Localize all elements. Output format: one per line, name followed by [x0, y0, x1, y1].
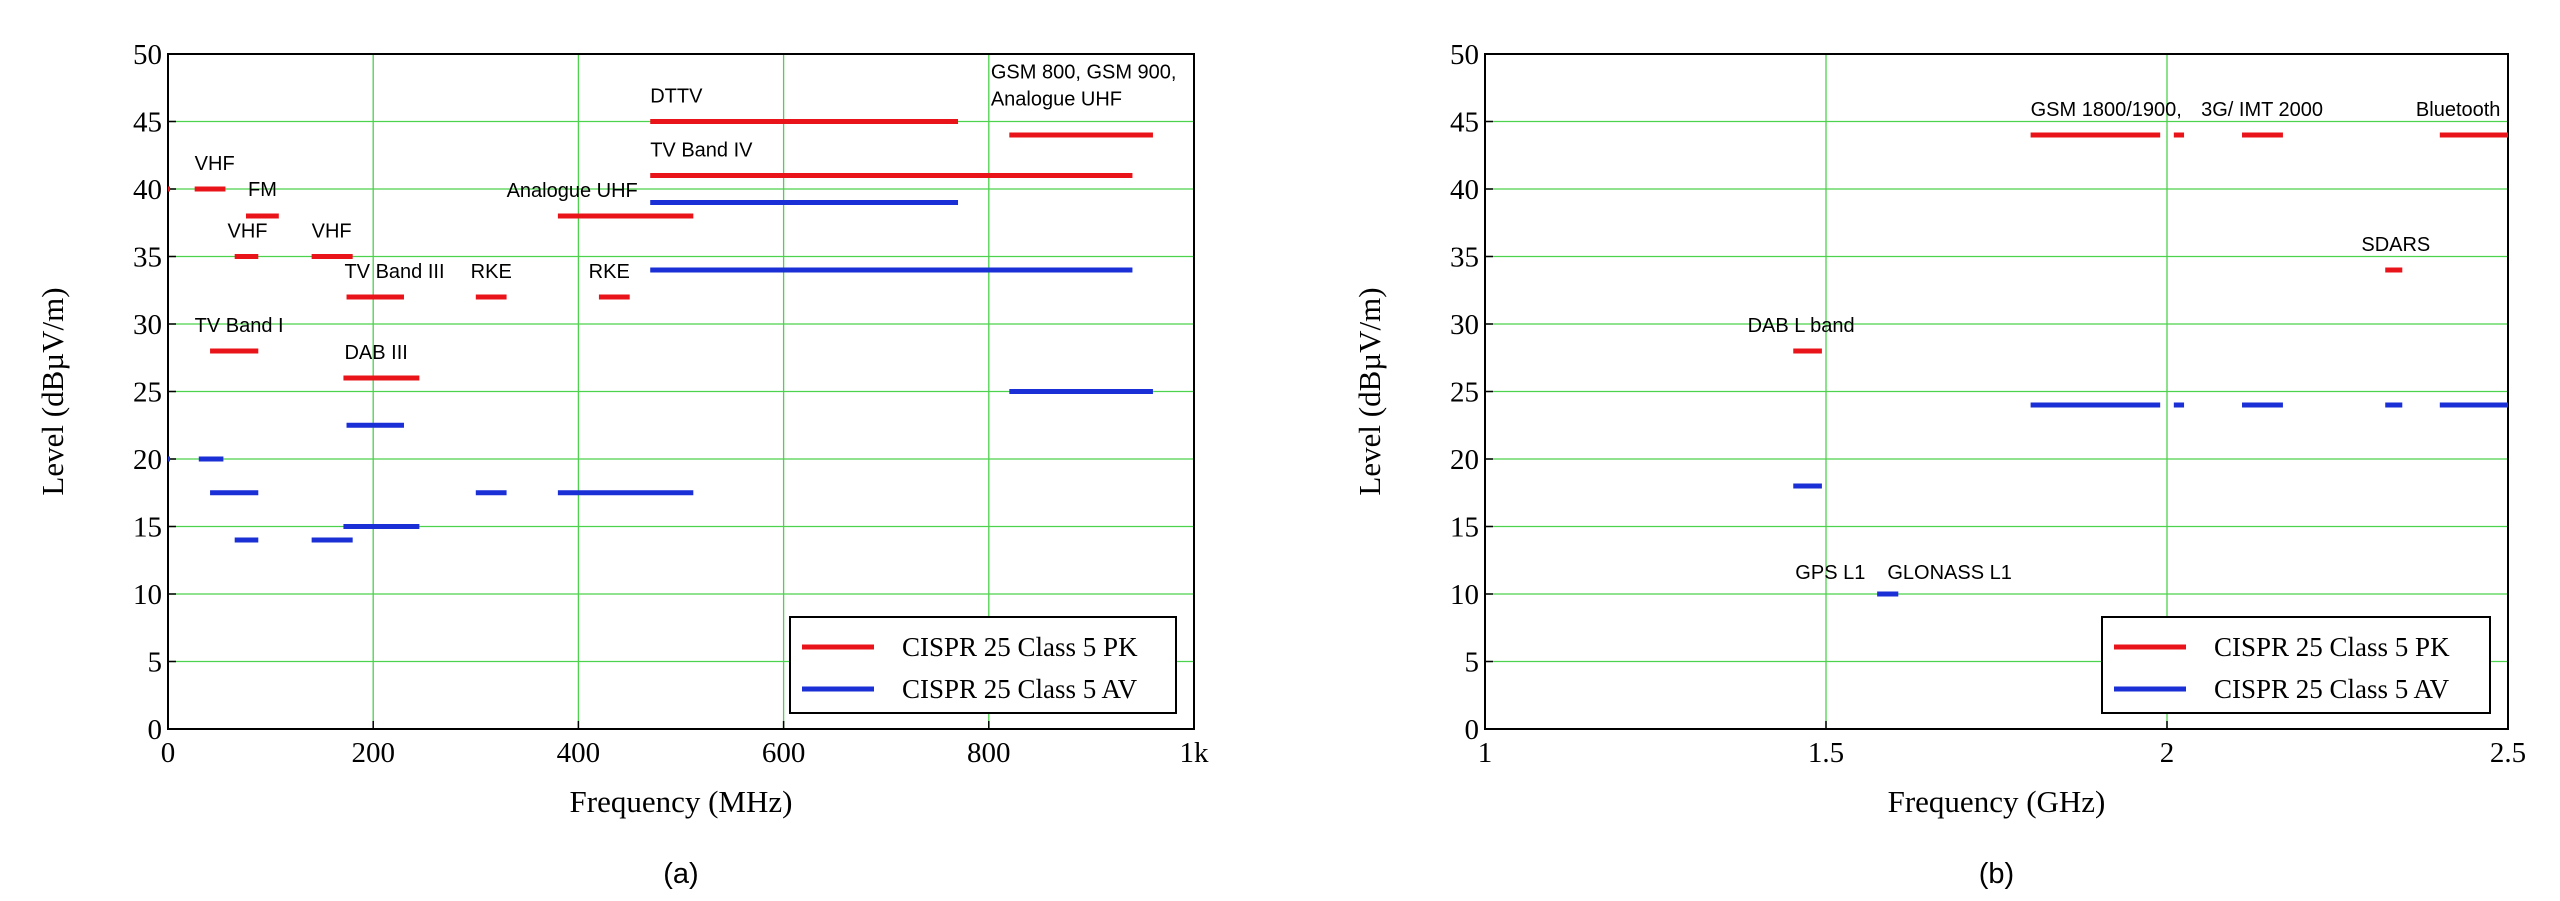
y-tick-label: 20 — [133, 444, 162, 476]
band-annotation: Bluetooth — [2416, 99, 2501, 121]
band-annotation: VHF — [228, 221, 268, 243]
band-annotation: Analogue UHF — [507, 180, 638, 202]
y-tick-label: 50 — [1450, 39, 1479, 71]
legend-entry: CISPR 25 Class 5 PK — [902, 632, 1138, 662]
x-axis-label: Frequency (MHz) — [570, 784, 793, 819]
series-av — [168, 200, 1153, 543]
y-tick-label: 0 — [1465, 714, 1480, 746]
series-pk — [1793, 132, 2508, 354]
band-annotation: Analogue UHF — [991, 88, 1122, 110]
annotations: VHF FM VHF VHF TV Band III RKE RKE TV Band I DAB… — [195, 61, 1177, 364]
y-tick-label: 5 — [1465, 647, 1480, 679]
legend: CISPR 25 Class 5 PK CISPR 25 Class 5 AV — [789, 616, 1177, 714]
band-annotation: GLONASS L1 — [1887, 562, 2012, 584]
x-tick-label: 200 — [351, 737, 395, 769]
band-annotation: DAB III — [344, 342, 407, 364]
band-annotation: TV Band III — [344, 261, 444, 283]
y-tick-label: 30 — [133, 309, 162, 341]
y-tick-label: 25 — [1450, 377, 1479, 409]
y-tick-label: 35 — [1450, 242, 1479, 274]
y-tick-label: 10 — [133, 579, 162, 611]
chart-panel-b: 1 1.5 2 2.5 0 5 10 15 20 25 30 35 40 45 50 Frequency (G… — [1352, 39, 2526, 890]
y-tick-label: 40 — [1450, 174, 1479, 206]
x-axis-label: Frequency (GHz) — [1888, 784, 2106, 819]
x-tick-label: 400 — [557, 737, 601, 769]
band-annotation: DAB L band — [1748, 315, 1855, 337]
band-annotation: FM — [248, 179, 277, 201]
x-tick-label: 0 — [161, 737, 176, 769]
y-tick-label: 45 — [1450, 107, 1479, 139]
y-tick-label: 35 — [133, 242, 162, 274]
legend-entry: CISPR 25 Class 5 AV — [2214, 674, 2450, 704]
y-tick-label: 0 — [148, 714, 163, 746]
band-annotation: SDARS — [2361, 234, 2430, 256]
band-annotation: VHF — [312, 221, 352, 243]
y-tick-label: 10 — [1450, 579, 1479, 611]
band-annotation: GSM 800, GSM 900, — [991, 61, 1177, 83]
chart-panel-a: 0 200 400 600 800 1k 0 5 10 15 20 25 30 35 40 45 50 Frequ… — [35, 39, 1209, 890]
y-tick-label: 40 — [133, 174, 162, 206]
axis-ticks: 1 1.5 2 2.5 0 5 10 15 20 25 30 35 40 45 50 — [1450, 39, 2526, 769]
band-annotation: TV Band IV — [650, 140, 753, 162]
legend-entry: CISPR 25 Class 5 AV — [902, 674, 1138, 704]
y-tick-label: 15 — [1450, 512, 1479, 544]
legend: CISPR 25 Class 5 PK CISPR 25 Class 5 AV — [2101, 616, 2491, 714]
y-tick-label: 45 — [133, 107, 162, 139]
y-tick-label: 20 — [1450, 444, 1479, 476]
band-annotation: RKE — [471, 261, 512, 283]
panel-label: (b) — [1979, 858, 2014, 890]
legend-box — [2101, 616, 2491, 714]
band-annotation: 3G/ IMT 2000 — [2201, 99, 2323, 121]
band-annotation: GPS L1 — [1795, 562, 1865, 584]
axis-ticks: 0 200 400 600 800 1k 0 5 10 15 20 25 30 35 40 45 50 — [133, 39, 1209, 769]
x-tick-label: 1 — [1478, 737, 1493, 769]
series-pk — [168, 119, 1153, 381]
y-tick-label: 30 — [1450, 309, 1479, 341]
band-annotation: GSM 1800/1900, — [2031, 99, 2182, 121]
band-annotation: RKE — [589, 261, 630, 283]
band-annotation: DTTV — [650, 86, 703, 108]
x-tick-label: 1.5 — [1808, 737, 1844, 769]
y-axis-label: Level (dBµV/m) — [1352, 287, 1387, 495]
x-tick-label: 800 — [967, 737, 1011, 769]
y-tick-label: 5 — [148, 647, 163, 679]
band-annotation: VHF — [195, 153, 235, 175]
x-tick-label: 1k — [1180, 737, 1210, 769]
y-tick-label: 50 — [133, 39, 162, 71]
band-annotation: TV Band I — [195, 315, 284, 337]
y-axis-label: Level (dBµV/m) — [35, 287, 70, 495]
legend-entry: CISPR 25 Class 5 PK — [2214, 632, 2450, 662]
x-tick-label: 2.5 — [2490, 737, 2526, 769]
legend-box — [789, 616, 1177, 714]
series-av — [1793, 402, 2508, 597]
x-tick-label: 600 — [762, 737, 806, 769]
y-tick-label: 25 — [133, 377, 162, 409]
y-tick-label: 15 — [133, 512, 162, 544]
annotations: DAB L band GPS L1 GLONASS L1 GSM 1800/1900,… — [1748, 99, 2501, 584]
panel-label: (a) — [663, 858, 698, 890]
x-tick-label: 2 — [2160, 737, 2175, 769]
